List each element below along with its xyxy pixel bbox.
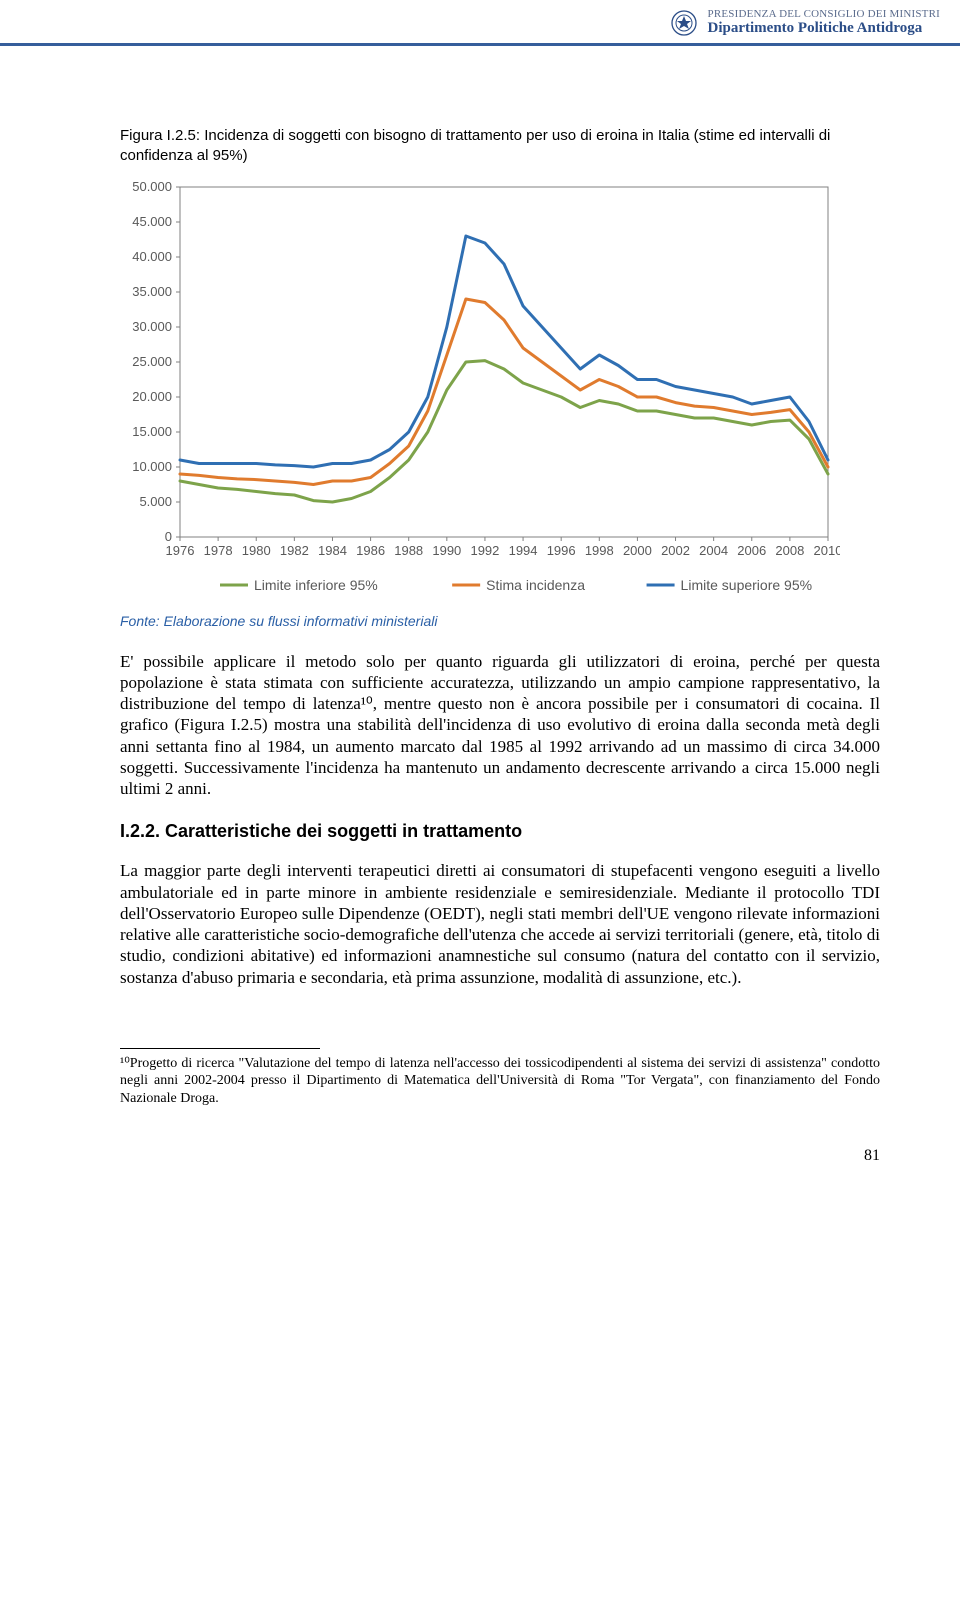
header-line1: PRESIDENZA DEL CONSIGLIO DEI MINISTRI: [708, 8, 940, 20]
svg-text:2006: 2006: [737, 543, 766, 558]
footnote: ¹⁰Progetto di ricerca "Valutazione del t…: [120, 1055, 880, 1108]
svg-text:2010: 2010: [814, 543, 840, 558]
italian-emblem-icon: [670, 9, 698, 37]
footnote-separator: [120, 1048, 320, 1049]
svg-text:1990: 1990: [432, 543, 461, 558]
svg-text:2008: 2008: [775, 543, 804, 558]
svg-text:1998: 1998: [585, 543, 614, 558]
header-line2: Dipartimento Politiche Antidroga: [708, 20, 940, 37]
svg-text:1980: 1980: [242, 543, 271, 558]
svg-text:Limite superiore 95%: Limite superiore 95%: [681, 577, 813, 593]
para1-text: E' possibile applicare il metodo solo pe…: [120, 652, 880, 714]
svg-text:40.000: 40.000: [132, 249, 172, 264]
svg-text:45.000: 45.000: [132, 214, 172, 229]
svg-text:1988: 1988: [394, 543, 423, 558]
svg-text:20.000: 20.000: [132, 389, 172, 404]
page-header: PRESIDENZA DEL CONSIGLIO DEI MINISTRI Di…: [0, 0, 960, 46]
paragraph-1: E' possibile applicare il metodo solo pe…: [120, 651, 880, 800]
svg-text:10.000: 10.000: [132, 459, 172, 474]
svg-text:50.000: 50.000: [132, 179, 172, 194]
svg-text:0: 0: [165, 529, 172, 544]
svg-text:5.000: 5.000: [139, 494, 172, 509]
svg-text:1984: 1984: [318, 543, 347, 558]
svg-text:2002: 2002: [661, 543, 690, 558]
chart-container: 0 5.000 10.000 15.000 20.000 25.000 30.000 35.0…: [120, 177, 880, 607]
svg-text:Limite inferiore 95%: Limite inferiore 95%: [254, 577, 378, 593]
svg-text:25.000: 25.000: [132, 354, 172, 369]
svg-text:35.000: 35.000: [132, 284, 172, 299]
svg-text:2000: 2000: [623, 543, 652, 558]
line-chart: 0 5.000 10.000 15.000 20.000 25.000 30.000 35.0…: [120, 177, 840, 607]
svg-text:1978: 1978: [204, 543, 233, 558]
svg-text:1982: 1982: [280, 543, 309, 558]
svg-text:15.000: 15.000: [132, 424, 172, 439]
svg-text:1996: 1996: [547, 543, 576, 558]
svg-text:Stima incidenza: Stima incidenza: [486, 577, 585, 593]
section-heading: I.2.2. Caratteristiche dei soggetti in t…: [120, 821, 880, 842]
svg-text:30.000: 30.000: [132, 319, 172, 334]
svg-text:2004: 2004: [699, 543, 728, 558]
svg-text:1986: 1986: [356, 543, 385, 558]
paragraph-3: La maggior parte degli interventi terape…: [120, 860, 880, 988]
figure-caption: Figura I.2.5: Incidenza di soggetti con …: [120, 126, 880, 167]
svg-text:1994: 1994: [509, 543, 538, 558]
page-number: 81: [120, 1147, 880, 1165]
svg-text:1992: 1992: [470, 543, 499, 558]
figure-source: Fonte: Elaborazione su flussi informativ…: [120, 613, 880, 629]
svg-text:1976: 1976: [166, 543, 195, 558]
